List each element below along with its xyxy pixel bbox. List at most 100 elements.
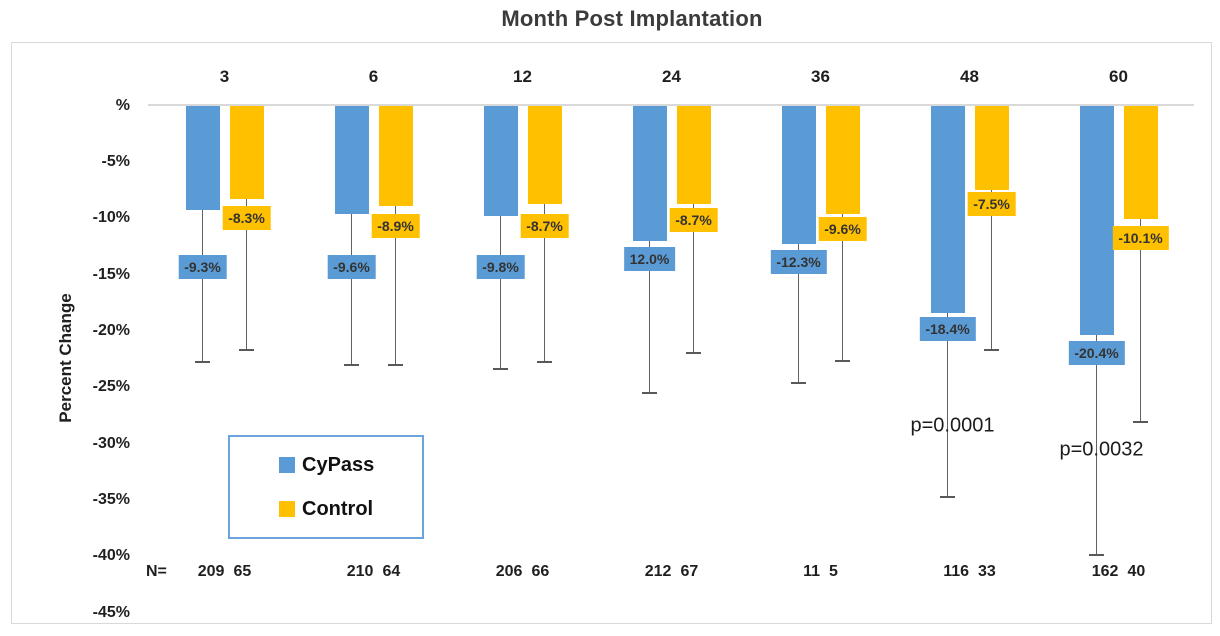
n-count-control: 33	[978, 563, 996, 580]
error-bar-line	[797, 244, 800, 383]
n-count-control: 67	[680, 563, 699, 580]
error-bar-line	[499, 215, 502, 370]
n-count-pair: 206 66	[496, 563, 550, 581]
data-label-cypass-month-3: -9.3%	[178, 254, 227, 279]
bar-cypass-month-6	[334, 106, 369, 214]
legend-label-control: Control	[302, 497, 374, 520]
bar-control-month-48	[974, 106, 1009, 191]
bar-control-month-12	[527, 106, 562, 204]
data-label-cypass-month-12: -9.8%	[476, 254, 525, 279]
data-label-control-month-3: -8.3%	[222, 206, 271, 231]
error-bar-line	[245, 199, 248, 351]
n-count-cypass: 206	[495, 563, 523, 580]
error-bar-cap	[835, 360, 850, 363]
legend-label-cypass: CyPass	[302, 453, 375, 476]
error-bar-line	[350, 213, 353, 365]
y-axis-tick-label: -35%	[92, 490, 130, 508]
x-category-label: 6	[368, 67, 379, 86]
y-axis-tick-label: -10%	[92, 209, 130, 227]
error-bar-cap	[493, 368, 508, 371]
x-category-label: 24	[662, 67, 681, 86]
error-bar-line	[1095, 335, 1098, 556]
y-axis-tick-label: -30%	[92, 434, 130, 452]
bar-control-month-60	[1123, 106, 1158, 220]
error-bar-cap	[239, 349, 254, 352]
error-bar-line	[394, 205, 397, 365]
x-category-label: 48	[960, 67, 979, 86]
error-bar-cap	[195, 361, 210, 364]
bar-cypass-month-48	[930, 106, 965, 313]
bar-cypass-month-3	[185, 106, 220, 211]
n-count-control: 64	[382, 563, 401, 580]
error-bar-line	[1139, 219, 1142, 423]
n-count-cypass: 116	[943, 563, 970, 580]
n-count-cypass: 210	[346, 563, 374, 580]
x-axis-zero-line	[148, 104, 1194, 106]
n-count-control: 66	[531, 563, 550, 580]
data-label-control-month-60: -10.1%	[1112, 226, 1169, 251]
y-axis-tick-label: %	[115, 96, 130, 114]
data-label-control-month-48: -7.5%	[967, 191, 1016, 216]
error-bar-cap	[940, 495, 955, 498]
error-bar-cap	[984, 349, 999, 352]
bar-control-month-3	[229, 106, 264, 200]
p-value-annotation: p=0.0001	[910, 414, 995, 437]
error-bar-line	[201, 210, 204, 363]
x-category-label: 60	[1109, 67, 1128, 86]
error-bar-cap	[388, 363, 403, 366]
data-label-cypass-month-24: 12.0%	[623, 246, 676, 271]
error-bar-line	[543, 203, 546, 363]
cypass-swatch-icon	[279, 457, 295, 473]
error-bar-line	[946, 312, 949, 497]
y-axis-tick-label: -45%	[92, 603, 130, 621]
y-axis-tick-label: -25%	[92, 378, 130, 396]
n-count-control: 40	[1127, 563, 1146, 580]
x-category-label: 12	[513, 67, 532, 86]
n-count-control: 5	[829, 563, 838, 580]
error-bar-line	[648, 240, 651, 393]
error-bar-cap	[642, 391, 657, 394]
bar-control-month-24	[676, 106, 711, 204]
n-row-label: N=	[146, 563, 167, 580]
bar-control-month-36	[825, 106, 860, 214]
control-swatch-icon	[279, 501, 295, 517]
data-label-cypass-month-60: -20.4%	[1068, 341, 1125, 366]
n-count-pair: 11 5	[803, 563, 838, 581]
x-category-label: 3	[219, 67, 230, 86]
n-count-cypass: 212	[644, 563, 672, 580]
data-label-cypass-month-36: -12.3%	[770, 250, 827, 275]
data-label-control-month-6: -8.9%	[371, 214, 420, 239]
error-bar-line	[990, 190, 993, 351]
data-label-control-month-36: -9.6%	[818, 217, 867, 242]
error-bar-cap	[1089, 554, 1104, 557]
n-count-pair: 210 64	[347, 563, 401, 581]
y-axis-tick-label: -5%	[101, 152, 130, 170]
n-count-pair: 209 65	[198, 563, 252, 581]
error-bar-cap	[1133, 421, 1148, 424]
bar-cypass-month-36	[781, 106, 816, 245]
n-count-cypass: 11	[803, 563, 821, 580]
x-category-label: 36	[811, 67, 830, 86]
bar-cypass-month-60	[1079, 106, 1114, 336]
p-value-annotation: p=0.0032	[1059, 438, 1144, 461]
error-bar-cap	[791, 381, 806, 384]
data-label-control-month-24: -8.7%	[669, 208, 718, 233]
n-count-pair: 116 33	[943, 563, 996, 581]
y-axis-tick-label: -15%	[92, 265, 130, 283]
n-count-pair: 212 67	[645, 563, 699, 581]
chart-title: Month Post Implantation	[501, 6, 763, 31]
error-bar-line	[692, 203, 695, 354]
n-count-cypass: 209	[197, 563, 225, 580]
error-bar-cap	[344, 363, 359, 366]
data-label-cypass-month-48: -18.4%	[919, 316, 976, 341]
error-bar-cap	[537, 361, 552, 364]
data-label-control-month-12: -8.7%	[520, 214, 569, 239]
y-axis-title: Percent Change	[56, 293, 75, 423]
legend-item-control: Control	[279, 498, 422, 521]
error-bar-line	[841, 213, 844, 362]
legend-item-cypass: CyPass	[279, 454, 422, 477]
n-count-control: 65	[233, 563, 252, 580]
bar-control-month-6	[378, 106, 413, 206]
legend-box: CyPass Control	[228, 435, 424, 539]
